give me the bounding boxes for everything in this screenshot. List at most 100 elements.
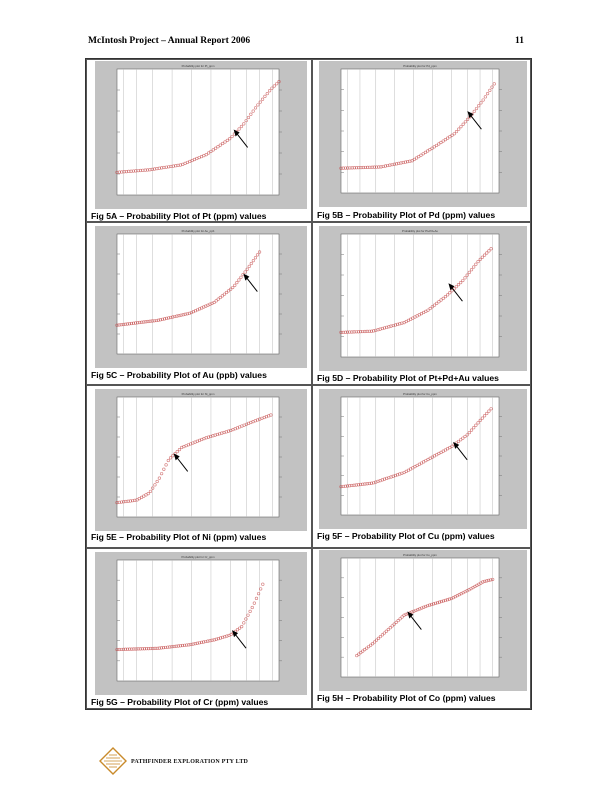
data-point xyxy=(172,644,176,649)
plot-graphic: Probability plot for Au_ppb xyxy=(115,229,282,355)
data-point xyxy=(370,642,375,646)
plot-graphic: Probability plot for Ni_ppm xyxy=(115,392,282,518)
data-point xyxy=(374,165,379,169)
data-point xyxy=(426,149,430,153)
data-point xyxy=(357,652,361,656)
data-point xyxy=(221,635,225,639)
figure-caption: Fig 5F – Probability Plot of Cu (ppm) va… xyxy=(317,531,495,541)
data-point xyxy=(394,620,398,624)
data-point xyxy=(214,146,218,150)
data-point xyxy=(377,165,381,169)
data-point xyxy=(459,125,463,129)
arrow-head xyxy=(243,273,250,281)
data-point xyxy=(166,458,170,463)
data-point xyxy=(434,143,439,148)
data-point xyxy=(127,322,131,326)
data-point xyxy=(177,447,182,452)
plot-title: Probability plot for Pt_ppm xyxy=(182,64,215,68)
data-point xyxy=(363,482,367,486)
data-point xyxy=(136,321,140,325)
arrow-head xyxy=(407,611,414,619)
data-point xyxy=(365,482,369,486)
data-point xyxy=(220,294,224,298)
data-point xyxy=(138,320,142,325)
data-point xyxy=(428,306,432,311)
data-point xyxy=(164,463,168,467)
data-point xyxy=(459,281,463,285)
data-point xyxy=(253,256,258,260)
figure-cell-5h: Probability plot for Co_ppm Fig 5H – Prob… xyxy=(312,548,531,709)
data-point xyxy=(450,133,454,137)
data-point xyxy=(361,329,365,334)
data-point xyxy=(237,278,241,282)
data-point xyxy=(212,300,216,305)
data-point xyxy=(197,641,202,645)
company-name: PATHFINDER EXPLORATION PTY LTD xyxy=(131,759,249,765)
data-point xyxy=(272,84,276,88)
data-point xyxy=(263,94,267,99)
data-point xyxy=(365,329,369,333)
arrow-head xyxy=(232,630,239,638)
data-point xyxy=(147,646,151,651)
data-point xyxy=(350,166,354,170)
data-point xyxy=(367,481,371,486)
data-point xyxy=(117,500,121,504)
data-point xyxy=(119,500,124,504)
data-point xyxy=(401,160,405,165)
data-point xyxy=(339,485,343,489)
data-point xyxy=(388,163,392,167)
data-point xyxy=(399,161,403,165)
data-point xyxy=(422,605,426,609)
data-point xyxy=(146,319,150,324)
data-point xyxy=(246,115,251,120)
data-point xyxy=(162,317,167,321)
data-point xyxy=(341,484,345,489)
data-point xyxy=(250,605,254,610)
data-point xyxy=(454,285,458,289)
data-point xyxy=(445,598,449,602)
data-point xyxy=(443,598,448,602)
data-point xyxy=(487,409,491,413)
data-point xyxy=(439,140,443,145)
data-point xyxy=(247,264,251,268)
data-point xyxy=(156,318,160,322)
data-point xyxy=(365,646,369,650)
data-point xyxy=(208,639,212,643)
data-point xyxy=(472,265,476,269)
data-point xyxy=(230,134,234,139)
data-point xyxy=(209,149,213,154)
data-point xyxy=(433,601,438,605)
data-point xyxy=(235,281,239,285)
probability-plot-5a: Probability plot for Pt_ppm xyxy=(95,61,307,209)
data-point xyxy=(178,644,182,648)
data-point xyxy=(150,319,154,323)
figure-caption: Fig 5B – Probability Plot of Pd (ppm) va… xyxy=(317,210,496,220)
data-point xyxy=(474,423,478,427)
data-point xyxy=(463,434,467,439)
data-point xyxy=(437,142,441,146)
data-point xyxy=(432,145,436,149)
data-point xyxy=(202,640,206,644)
data-point xyxy=(225,138,229,142)
data-point xyxy=(445,293,450,297)
data-point xyxy=(383,164,388,168)
data-point xyxy=(416,608,420,612)
data-point xyxy=(140,320,144,324)
data-point xyxy=(174,644,178,648)
data-point xyxy=(218,636,223,640)
probability-plot-5b: Probability plot for Pd_ppm xyxy=(319,61,527,207)
threshold-arrow xyxy=(235,131,249,148)
data-point xyxy=(251,259,255,263)
data-point xyxy=(206,639,210,643)
data-point xyxy=(187,643,191,647)
data-point xyxy=(424,604,428,609)
data-point xyxy=(361,165,365,170)
data-point xyxy=(369,481,374,485)
data-point xyxy=(153,483,157,487)
data-point xyxy=(235,628,240,632)
page-header: McIntosh Project – Annual Report 2006 11 xyxy=(88,36,524,50)
data-point xyxy=(167,316,171,320)
data-point xyxy=(144,320,148,324)
data-point xyxy=(128,499,132,503)
data-point xyxy=(115,323,119,327)
